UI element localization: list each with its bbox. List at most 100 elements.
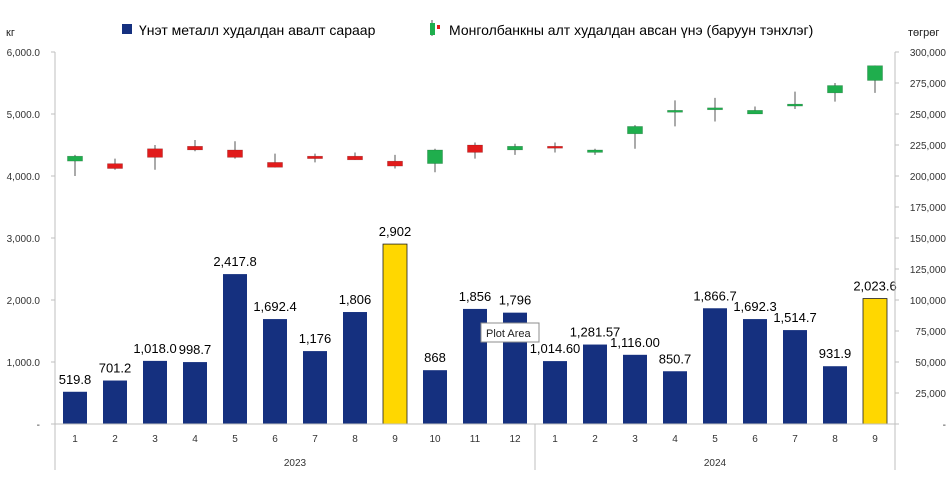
bar-data-label: 868: [424, 350, 446, 365]
candle-body[interactable]: [67, 155, 83, 162]
candle-body[interactable]: [467, 144, 483, 153]
candle-body[interactable]: [147, 148, 163, 158]
bar[interactable]: [623, 354, 647, 424]
bar-data-label: 998.7: [179, 342, 212, 357]
right-tick-label: 250,000: [910, 110, 947, 121]
candle-body[interactable]: [307, 155, 323, 159]
candle-body[interactable]: [747, 110, 763, 115]
bar[interactable]: [823, 366, 847, 424]
bar-data-label: 1,692.4: [253, 299, 296, 314]
bar-data-label: 1,796: [499, 293, 532, 308]
candle-body[interactable]: [107, 163, 123, 169]
x-tick-label: 8: [832, 434, 838, 445]
x-tick-label: 8: [352, 434, 358, 445]
candle-body[interactable]: [267, 162, 283, 168]
x-tick-label: 1: [72, 434, 78, 445]
right-tick-label: 50,000: [915, 358, 946, 369]
bar[interactable]: [343, 312, 367, 424]
bar-data-label: 1,176: [299, 331, 332, 346]
candle-body[interactable]: [507, 145, 523, 151]
bar[interactable]: [743, 319, 767, 424]
legend[interactable]: Үнэт металл худалдан авалт сараар Монгол…: [122, 20, 813, 38]
x-tick-label: 12: [509, 434, 521, 445]
legend-candle-label: Монголбанкны алт худалдан авсан үнэ (бар…: [449, 22, 813, 38]
x-tick-label: 11: [470, 434, 481, 445]
candle-body[interactable]: [667, 110, 683, 113]
candle-body[interactable]: [787, 103, 803, 107]
x-tick-label: 5: [712, 434, 718, 445]
bar[interactable]: [183, 362, 207, 424]
right-tick-label: 150,000: [910, 234, 947, 245]
right-tick-label: 200,000: [910, 172, 947, 183]
candle-body[interactable]: [707, 107, 723, 111]
bar[interactable]: [143, 360, 167, 424]
x-year-label: 2023: [284, 458, 307, 469]
candlestick-series[interactable]: [67, 65, 883, 176]
right-tick-label: -: [943, 420, 946, 431]
candle-body[interactable]: [867, 65, 883, 81]
x-tick-label: 1: [552, 434, 558, 445]
candle-body[interactable]: [187, 145, 203, 151]
bar-series[interactable]: [63, 243, 888, 425]
right-tick-label: 75,000: [915, 327, 946, 338]
bar-data-label: 1,014.60: [530, 341, 581, 356]
legend-bar-swatch: [122, 24, 132, 34]
bar-data-label: 1,866.7: [693, 288, 736, 303]
x-tick-label: 9: [392, 434, 398, 445]
tooltip-text: Plot Area: [486, 328, 532, 340]
right-tick-label: 275,000: [910, 79, 947, 90]
candle-body[interactable]: [427, 149, 443, 164]
bar[interactable]: [303, 351, 327, 424]
x-tick-label: 3: [152, 434, 158, 445]
candle-body[interactable]: [227, 149, 243, 158]
bar[interactable]: [783, 330, 807, 424]
right-tick-label: 300,000: [910, 48, 947, 59]
bar[interactable]: [263, 319, 287, 424]
bar[interactable]: [103, 380, 127, 424]
bar[interactable]: [382, 243, 408, 425]
bar-data-label: 2,023.6: [853, 279, 896, 294]
bar[interactable]: [583, 344, 607, 424]
bar[interactable]: [862, 298, 888, 425]
bar[interactable]: [423, 370, 447, 424]
candle-body[interactable]: [827, 85, 843, 94]
bar[interactable]: [663, 371, 687, 424]
bar[interactable]: [223, 274, 247, 424]
bar-data-label: 931.9: [819, 346, 852, 361]
bar-data-label: 2,902: [379, 224, 412, 239]
x-year-label: 2024: [704, 458, 727, 469]
x-tick-label: 2: [592, 434, 598, 445]
left-tick-label: 4,000.0: [7, 172, 41, 183]
x-tick-label: 6: [272, 434, 278, 445]
x-tick-label: 10: [429, 434, 441, 445]
candle-body[interactable]: [347, 155, 363, 161]
left-tick-label: 2,000.0: [7, 296, 41, 307]
bar-data-label: 1,856: [459, 289, 492, 304]
left-tick-label: 6,000.0: [7, 48, 41, 59]
bar[interactable]: [543, 361, 567, 424]
bar-data-label: 1,692.3: [733, 299, 776, 314]
bar-data-label: 1,281.57: [570, 325, 621, 340]
left-tick-label: 5,000.0: [7, 110, 41, 121]
bar[interactable]: [703, 308, 727, 424]
bar[interactable]: [63, 391, 87, 424]
x-tick-label: 9: [872, 434, 878, 445]
candle-body[interactable]: [627, 126, 643, 135]
right-axis: төгрөг 300,000 275,000 250,000 225,000 200,0…: [894, 27, 947, 431]
tooltip-box: [480, 322, 540, 343]
bar-data-label: 1,116.00: [610, 335, 660, 350]
bar-data-label: 850.7: [659, 351, 692, 366]
legend-candle-swatch: [430, 20, 440, 36]
bar-data-label: 1,514.7: [773, 310, 816, 325]
x-tick-label: 7: [792, 434, 798, 445]
candle-body[interactable]: [387, 160, 403, 167]
candle-body[interactable]: [587, 149, 603, 153]
bar-data-label: 2,417.8: [213, 254, 256, 269]
right-tick-label: 225,000: [910, 141, 947, 152]
right-tick-label: 175,000: [910, 203, 947, 214]
right-tick-label: 100,000: [910, 296, 947, 307]
candle-body[interactable]: [547, 145, 563, 149]
x-tick-label: 6: [752, 434, 758, 445]
legend-bar-label: Үнэт металл худалдан авалт сараар: [139, 22, 376, 38]
